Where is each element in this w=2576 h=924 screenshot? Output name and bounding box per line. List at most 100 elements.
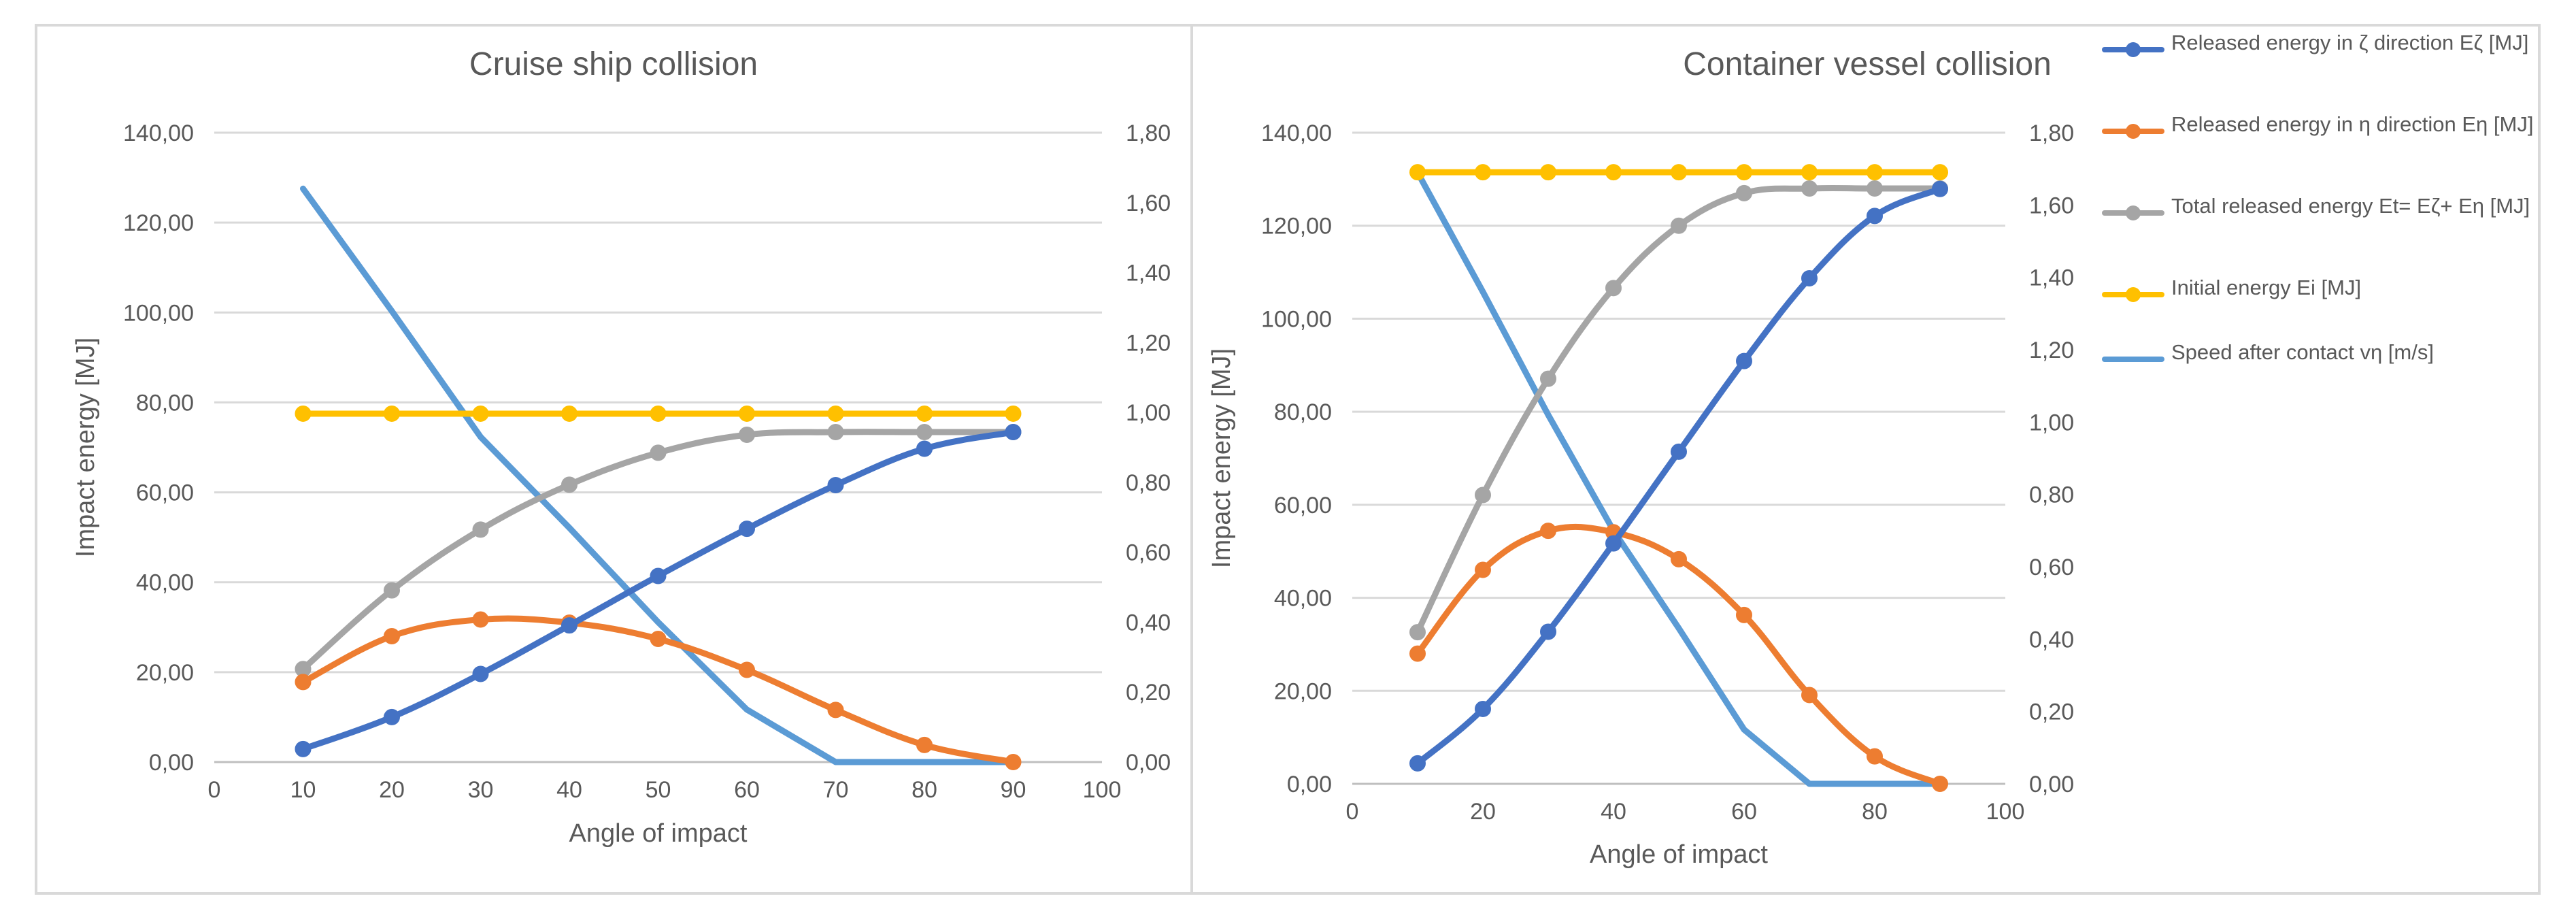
y2-tick-label: 1,40 (1126, 261, 1171, 286)
data-point (916, 440, 933, 457)
y2-tick-label: 1,60 (1126, 191, 1171, 216)
data-point (739, 405, 755, 422)
chart-container-vessel: Container vessel collision 0,00 20,00 40,00… (1207, 46, 2074, 869)
data-point (1475, 561, 1491, 578)
y2-tick-label: 1,00 (2029, 410, 2074, 435)
data-point (1605, 535, 1622, 552)
legend-swatch-marker (2126, 124, 2141, 139)
x-axis-label: Angle of impact (1590, 840, 1768, 869)
data-point (384, 708, 400, 725)
x-tick-label: 0 (1346, 799, 1359, 825)
y2-tick-label: 1,80 (1126, 120, 1171, 146)
chart-cruise-ship: Cruise ship collision 0,00 20,00 40,00 60,00… (71, 46, 1171, 848)
data-point (1932, 180, 1948, 197)
x-tick-label: 40 (1601, 799, 1626, 825)
y-tick-label: 40,00 (1274, 586, 1332, 612)
x-tick-label: 20 (379, 777, 405, 803)
y2-tick-label: 0,00 (1126, 750, 1171, 776)
x-tick-label: 70 (823, 777, 849, 803)
data-point (1801, 687, 1818, 704)
legend-label: Released energy in ζ direction Eζ [MJ] (2171, 31, 2529, 54)
data-point (1005, 405, 1022, 422)
y2-tick-label: 0,80 (2029, 482, 2074, 508)
data-point (561, 476, 578, 493)
data-point (827, 405, 844, 422)
y2-tick-label: 0,40 (2029, 627, 2074, 653)
data-point (1867, 748, 1883, 765)
data-point (1540, 164, 1556, 181)
y2-tick-label: 1,20 (2029, 337, 2074, 363)
data-point (1540, 623, 1556, 640)
data-point (1932, 164, 1948, 181)
y-tick-label: 140,00 (1261, 120, 1332, 146)
data-point (1409, 755, 1426, 772)
data-point (650, 444, 667, 461)
data-point (1867, 164, 1883, 181)
y-tick-label: 20,00 (136, 660, 194, 686)
data-point (1005, 754, 1022, 770)
y2-tick-label: 1,20 (1126, 330, 1171, 356)
y-tick-label: 120,00 (123, 210, 194, 236)
y-tick-label: 40,00 (136, 570, 194, 596)
y2-tick-label: 1,60 (2029, 193, 2074, 218)
x-tick-label: 100 (1083, 777, 1122, 803)
data-point (295, 740, 312, 757)
y-tick-label: 0,00 (149, 750, 194, 776)
data-point (739, 427, 755, 443)
y-tick-label: 100,00 (1261, 306, 1332, 332)
legend-swatch-marker (2126, 205, 2141, 220)
y-tick-label: 20,00 (1274, 678, 1332, 704)
data-point (739, 661, 755, 678)
data-point (561, 405, 578, 422)
y2-tick-label: 0,60 (2029, 555, 2074, 580)
y-tick-label: 80,00 (1274, 399, 1332, 425)
data-point (384, 582, 400, 599)
legend-label: Speed after contact vη [m/s] (2171, 340, 2434, 364)
y2-tick-label: 0,20 (1126, 680, 1171, 706)
data-point (916, 736, 933, 753)
legend-swatch (2102, 42, 2164, 57)
y-tick-label: 120,00 (1261, 214, 1332, 240)
data-point (1671, 164, 1687, 181)
data-point (561, 617, 578, 634)
y2-tick-label: 1,80 (2029, 120, 2074, 146)
y-tick-label: 60,00 (136, 480, 194, 506)
legend-label: Initial energy Ei [MJ] (2171, 276, 2362, 299)
legend-swatch (2102, 357, 2164, 362)
data-point (472, 665, 489, 682)
y2-tick-label: 0,60 (1126, 540, 1171, 566)
data-point (295, 674, 312, 691)
legend-label: Released energy in η direction Eη [MJ] (2171, 112, 2534, 136)
legend-item: Released energy in η direction Eη [MJ] (2102, 109, 2571, 191)
x-tick-label: 60 (734, 777, 760, 803)
y2-tick-label: 1,00 (1126, 400, 1171, 426)
data-point (1671, 443, 1687, 460)
y2-tick-label: 0,20 (2029, 699, 2074, 725)
data-point (1005, 424, 1022, 441)
x-tick-label: 90 (1001, 777, 1026, 803)
data-point (827, 702, 844, 719)
data-point (650, 567, 667, 584)
data-point (1932, 776, 1948, 792)
x-tick-label: 80 (911, 777, 937, 803)
data-point (1801, 269, 1818, 286)
data-point (739, 521, 755, 538)
x-tick-label: 80 (1862, 799, 1888, 825)
legend-item: Released energy in ζ direction Eζ [MJ] (2102, 27, 2571, 109)
y2-tick-label: 0,40 (1126, 610, 1171, 636)
data-point (1671, 550, 1687, 567)
y-tick-label: 100,00 (123, 300, 194, 326)
chart-title: Cruise ship collision (469, 46, 758, 82)
x-tick-label: 60 (1731, 799, 1757, 825)
data-point (1736, 184, 1752, 201)
data-point (827, 477, 844, 493)
data-point (384, 405, 400, 422)
legend-swatch (2102, 124, 2164, 139)
x-tick-label: 50 (646, 777, 671, 803)
y2-tick-label: 1,40 (2029, 265, 2074, 291)
x-tick-label: 30 (468, 777, 494, 803)
data-point (1540, 370, 1556, 387)
x-tick-label: 0 (208, 777, 221, 803)
data-point (916, 405, 933, 422)
data-point (472, 611, 489, 628)
